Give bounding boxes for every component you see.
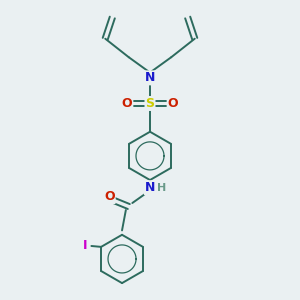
Text: O: O	[104, 190, 115, 203]
Text: O: O	[122, 97, 132, 110]
Text: O: O	[168, 97, 178, 110]
Text: H: H	[157, 183, 166, 193]
Text: N: N	[145, 71, 155, 84]
Text: S: S	[146, 97, 154, 110]
Text: N: N	[145, 181, 155, 194]
Text: I: I	[83, 239, 87, 252]
